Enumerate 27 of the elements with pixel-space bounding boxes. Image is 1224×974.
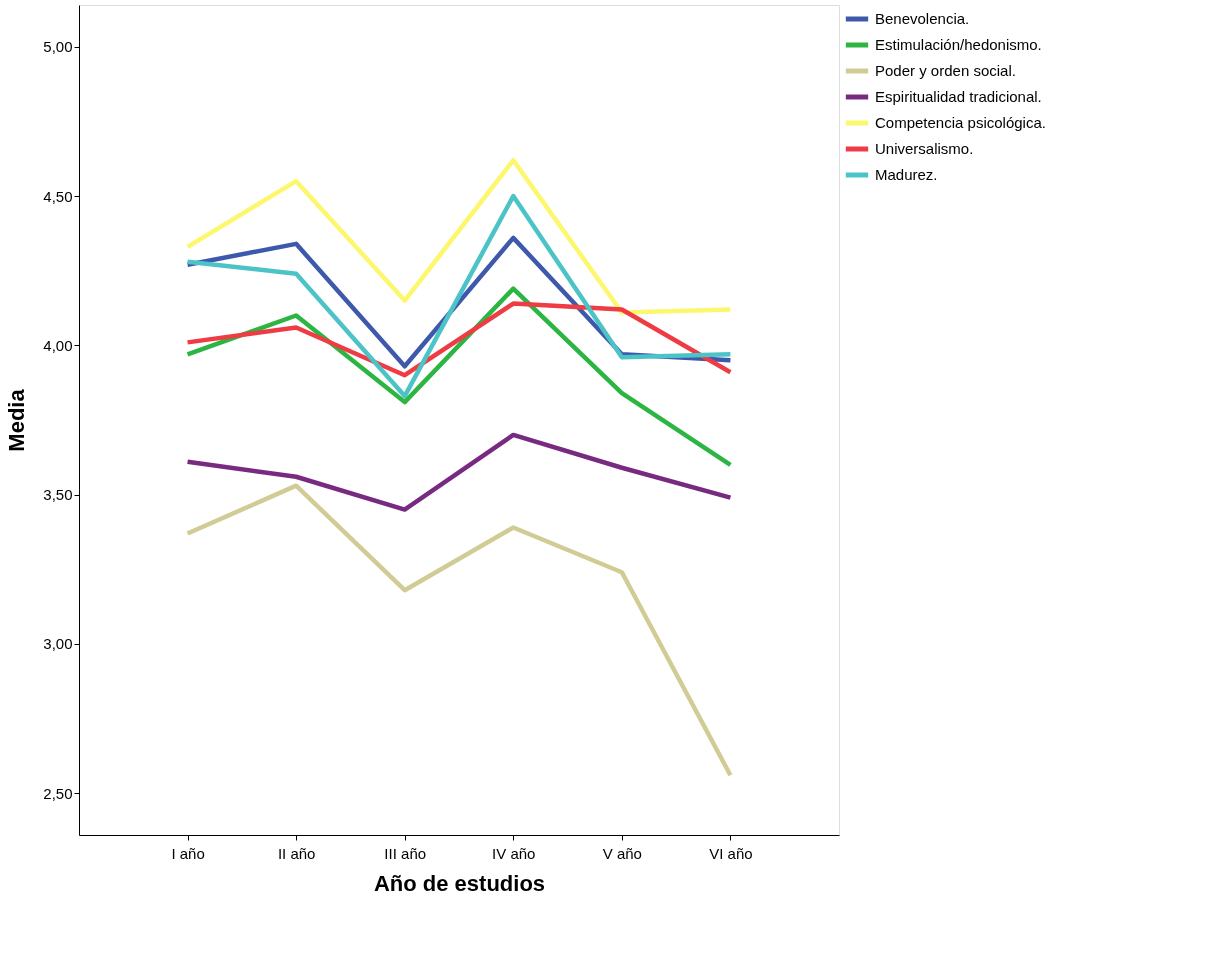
y-tick-label: 4,00 <box>43 336 73 354</box>
x-tick-label: V año <box>602 844 642 862</box>
legend-label: Poder y orden social. <box>875 62 1016 79</box>
y-tick-label: 3,00 <box>43 635 73 653</box>
legend-label: Espiritualidad tradicional. <box>875 88 1042 105</box>
legend-label: Universalismo. <box>875 140 974 157</box>
y-tick-label: 5,00 <box>43 38 73 56</box>
legend-label: Competencia psicológica. <box>875 114 1046 131</box>
line-series <box>185 286 733 468</box>
line-series <box>185 301 733 378</box>
x-tick-label: III año <box>384 844 427 862</box>
x-tick-label: IV año <box>492 844 536 862</box>
y-tick-label: 4,50 <box>43 187 73 205</box>
line-series <box>185 432 733 512</box>
x-tick-label: II año <box>277 844 316 862</box>
legend-label: Benevolencia. <box>875 10 970 27</box>
y-axis-title: Media <box>4 388 30 452</box>
x-tick-label: I año <box>171 844 205 862</box>
x-tick-label: VI año <box>709 844 753 862</box>
legend-label: Estimulación/hedonismo. <box>875 36 1042 53</box>
line-series <box>185 158 733 315</box>
line-series <box>185 483 733 778</box>
line-series <box>185 193 733 399</box>
x-axis-title: Año de estudios <box>373 870 546 896</box>
y-tick-label: 2,50 <box>43 784 73 802</box>
y-tick-label: 3,50 <box>43 486 73 504</box>
legend-label: Madurez. <box>875 166 938 183</box>
